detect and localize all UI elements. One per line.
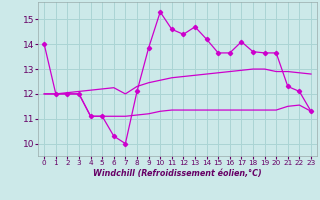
X-axis label: Windchill (Refroidissement éolien,°C): Windchill (Refroidissement éolien,°C) (93, 169, 262, 178)
